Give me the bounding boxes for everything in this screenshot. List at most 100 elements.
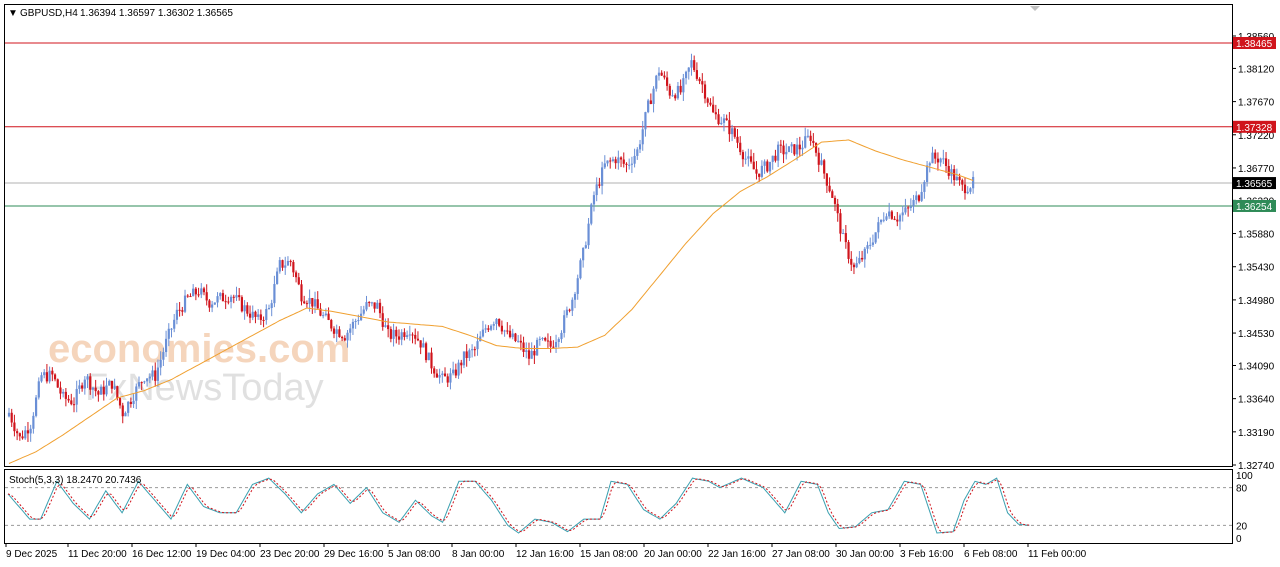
candle-body [316, 299, 319, 309]
moving-average-line [8, 139, 974, 464]
candle-body [354, 320, 357, 322]
ohlc-label: 1.36394 1.36597 1.36302 1.36565 [80, 8, 233, 19]
candle-body [527, 350, 531, 359]
candle-body [146, 378, 149, 382]
candles [7, 53, 975, 442]
candle-body [603, 163, 606, 168]
candle-body [676, 85, 680, 99]
candle-body [506, 330, 509, 332]
candle-body [896, 219, 899, 222]
candle-body [638, 144, 642, 150]
candle-body [64, 391, 67, 399]
candle-body [381, 313, 384, 327]
candle-body [422, 343, 425, 348]
candle-body [322, 315, 325, 317]
candle-body [893, 218, 896, 220]
candle-body [384, 325, 387, 327]
candle-body [923, 181, 926, 192]
candle-body [162, 352, 165, 360]
candle-body [549, 340, 552, 347]
time-tick-label: 29 Dec 16:00 [324, 549, 384, 560]
candle-body [124, 412, 127, 417]
candle-body [368, 302, 371, 304]
candle-body [343, 338, 346, 341]
candle-body [687, 67, 690, 72]
time-tick-label: 30 Jan 00:00 [836, 549, 894, 560]
time-tick-label: 12 Jan 16:00 [516, 549, 574, 560]
candle-body [655, 75, 658, 89]
candle-body [606, 160, 609, 164]
candle-body [836, 203, 839, 214]
price-tick-label: 1.35880 [1238, 230, 1275, 241]
candle-body [462, 351, 466, 366]
candle-body [72, 404, 76, 406]
candle-body [939, 158, 942, 163]
candle-body [110, 381, 114, 389]
candle-body [668, 85, 671, 96]
candle-body [62, 391, 65, 394]
candle-body [671, 95, 674, 97]
candle-body [346, 332, 349, 341]
candle-body [221, 293, 225, 302]
level-price-tag [1233, 199, 1276, 212]
candle-body [955, 176, 958, 181]
candle-body [663, 75, 666, 78]
candle-body [544, 338, 547, 341]
candle-body [229, 296, 233, 302]
candle-body [183, 295, 187, 312]
candle-body [536, 339, 539, 356]
candle-body [582, 247, 585, 261]
candle-body [609, 160, 612, 162]
candle-body [254, 311, 257, 317]
candle-body [950, 169, 953, 176]
candle-body [489, 325, 493, 330]
candle-body [511, 333, 514, 338]
candle-body [649, 100, 652, 104]
candle-body [684, 71, 688, 79]
candle-body [636, 149, 639, 156]
level-price-label: 1.38465 [1236, 39, 1273, 50]
candle-body [665, 77, 669, 86]
candle-body [863, 248, 866, 260]
candle-body [135, 386, 138, 401]
candle-body [785, 151, 788, 155]
candle-body [338, 329, 341, 338]
candle-body [917, 195, 921, 201]
candle-body [560, 332, 563, 340]
candle-body [21, 436, 24, 439]
candle-body [26, 430, 30, 434]
candle-body [852, 264, 856, 268]
candle-body [308, 297, 311, 304]
candle-body [492, 324, 495, 326]
candle-body [319, 308, 322, 316]
time-tick-label: 8 Jan 00:00 [452, 549, 505, 560]
candle-body [406, 335, 409, 338]
time-tick-label: 11 Feb 00:00 [1028, 549, 1087, 560]
candle-body [471, 349, 474, 351]
candle-body [679, 85, 682, 93]
candle-body [43, 372, 46, 376]
candle-body [728, 120, 731, 135]
time-axis: 9 Dec 2025 11 Dec 20:00 16 Dec 12:00 19 Dec… [5, 543, 1087, 560]
candle-body [16, 431, 19, 434]
candle-body [419, 340, 422, 348]
candle-body [327, 313, 330, 320]
candle-body [37, 381, 40, 398]
menu-arrow-icon[interactable]: ▼ [8, 8, 18, 19]
time-tick-label: 15 Jan 08:00 [580, 549, 638, 560]
candle-body [10, 412, 13, 423]
candle-body [143, 381, 146, 383]
candle-body [484, 328, 487, 330]
candle-body [888, 211, 891, 217]
candle-body [45, 372, 49, 382]
candle-body [216, 296, 219, 303]
scroll-marker-icon[interactable] [1030, 6, 1040, 11]
candle-body [825, 173, 828, 186]
horizontal-levels: 1.38465 1.37328 1.36565 1.36254 [5, 37, 1276, 213]
candle-body [601, 167, 604, 186]
candle-body [958, 176, 961, 181]
symbol-label: GBPUSD,H4 [20, 8, 78, 19]
candle-body [809, 135, 812, 141]
stoch-signal-line [7, 478, 1030, 534]
